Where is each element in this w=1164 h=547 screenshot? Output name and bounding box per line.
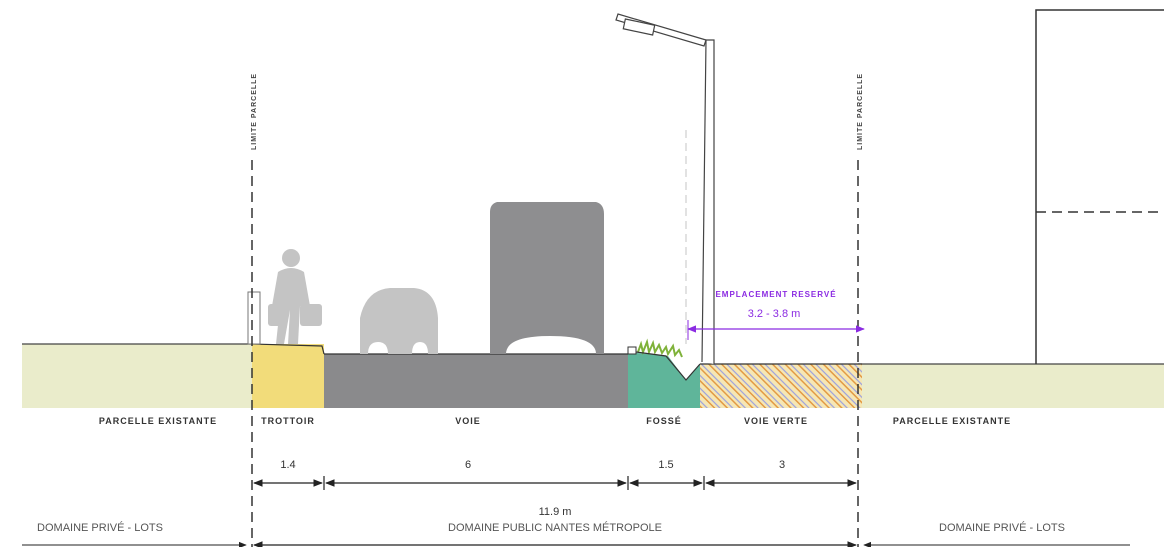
zone-parcelle-right: PARCELLE EXISTANTE <box>893 416 1011 426</box>
domain-public: DOMAINE PUBLIC NANTES MÉTROPOLE <box>448 521 662 534</box>
limit-label-right: LIMITE PARCELLE <box>857 73 864 150</box>
trottoir-block <box>252 344 324 408</box>
voie-block <box>324 354 628 408</box>
voie-verte-block <box>700 364 862 408</box>
bus-silhouette <box>490 202 604 354</box>
domain-prive-left: DOMAINE PRIVÉ - LOTS <box>37 521 163 534</box>
reserve-label: EMPLACEMENT RESERVÉ <box>715 290 836 299</box>
zone-fosse: FOSSÉ <box>646 416 682 426</box>
street-lamp <box>615 13 715 364</box>
dim-fosse: 1.5 <box>658 459 673 471</box>
bollard <box>247 291 261 345</box>
zone-parcelle-left: PARCELLE EXISTANTE <box>99 416 217 426</box>
zone-voie: VOIE <box>455 416 481 426</box>
dim-total: 11.9 m <box>539 506 572 518</box>
dim-voie: 6 <box>465 459 471 471</box>
dimension-arrows <box>253 476 857 490</box>
zone-voie-verte: VOIE VERTE <box>744 416 808 426</box>
dim-voie-verte: 3 <box>779 459 785 471</box>
ground-right <box>858 364 1164 408</box>
building-outline <box>1035 9 1164 364</box>
reserve-width: 3.2 - 3.8 m <box>748 308 801 320</box>
zone-trottoir: TROTTOIR <box>261 416 315 426</box>
fosse-block <box>628 352 700 408</box>
ground-left <box>22 344 252 408</box>
car-silhouette <box>360 288 438 354</box>
pedestrian-figure <box>268 249 322 344</box>
limit-label-left: LIMITE PARCELLE <box>251 73 258 150</box>
domain-prive-right: DOMAINE PRIVÉ - LOTS <box>939 521 1065 534</box>
dim-trottoir: 1.4 <box>280 459 295 471</box>
fosse-grass <box>637 338 683 358</box>
